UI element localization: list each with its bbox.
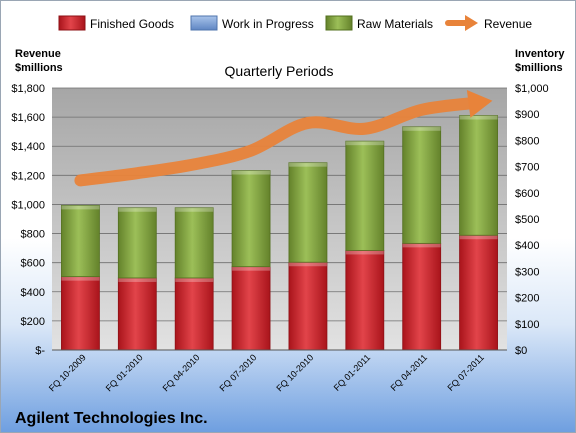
bar-raw-materials-cap — [459, 115, 498, 120]
left-tick-label: $1,600 — [11, 112, 45, 124]
right-axis-title-line2: $millions — [515, 62, 563, 74]
legend-label-work-in-progress: Work in Progress — [222, 17, 314, 31]
bar-finished-goods-cap — [288, 262, 327, 267]
right-tick-label: $300 — [515, 266, 539, 278]
legend-swatch-revenue — [445, 15, 478, 31]
left-tick-label: $800 — [21, 229, 45, 241]
bar-finished-goods — [402, 242, 442, 351]
x-tick-label: FQ 10-2009 — [47, 352, 88, 393]
left-tick-label: $400 — [21, 287, 45, 299]
right-tick-label: $400 — [515, 240, 539, 252]
bar-raw-materials — [117, 207, 157, 279]
bar-finished-goods-cap — [118, 277, 157, 282]
right-tick-label: $200 — [515, 293, 539, 305]
bar-finished-goods — [117, 277, 157, 351]
legend-label-raw-materials: Raw Materials — [357, 17, 433, 31]
bar-raw-materials — [231, 170, 271, 268]
right-tick-label: $600 — [515, 188, 539, 200]
bar-finished-goods — [174, 277, 214, 351]
x-axis-ticks: FQ 10-2009 FQ 01-2010 FQ 04-2010 FQ 07-2010… — [47, 352, 486, 393]
x-tick-label: FQ 04-2010 — [161, 352, 202, 393]
left-tick-label: $1,000 — [11, 199, 45, 211]
right-tick-label: $100 — [515, 319, 539, 331]
bar-raw-materials — [61, 204, 100, 278]
legend: Finished Goods Work in Progress Raw Mate… — [58, 15, 532, 31]
right-tick-label: $0 — [515, 345, 527, 357]
x-tick-label: FQ 07-2010 — [217, 352, 258, 393]
bar-finished-goods — [345, 250, 385, 351]
left-axis-title-line1: Revenue — [15, 48, 61, 60]
legend-swatch-work-in-progress — [190, 15, 218, 31]
x-tick-label: FQ 01-2010 — [104, 352, 145, 393]
right-tick-label: $700 — [515, 162, 539, 174]
x-tick-label: FQ 01-2011 — [332, 352, 373, 393]
bar-finished-goods — [61, 276, 100, 351]
bar-raw-materials — [288, 162, 328, 263]
bar-finished-goods-cap — [61, 276, 100, 281]
x-tick-label: FQ 10-2010 — [274, 352, 315, 393]
left-tick-label: $1,200 — [11, 170, 45, 182]
plot-title: Quarterly Periods — [225, 63, 334, 79]
right-tick-label: $900 — [515, 109, 539, 121]
bar-finished-goods-cap — [175, 277, 214, 282]
legend-swatch-raw-materials — [325, 15, 353, 31]
bar-raw-materials-cap — [118, 207, 157, 212]
company-name: Agilent Technologies Inc. — [15, 410, 208, 427]
revenue-line-path — [74, 96, 485, 187]
right-tick-label: $500 — [515, 214, 539, 226]
revenue-arrowhead — [466, 89, 493, 118]
bar-raw-materials-cap — [345, 141, 384, 146]
bar-finished-goods-cap — [402, 243, 441, 248]
left-tick-label: $- — [35, 345, 45, 357]
x-tick-label: FQ 07-2011 — [445, 352, 486, 393]
left-tick-label: $1,800 — [11, 83, 45, 95]
revenue-line — [74, 89, 493, 187]
left-axis-title-line2: $millions — [15, 62, 63, 74]
right-axis-ticks: $0 $100 $200 $300 $400 $500 $600 $700 $800 $900 $1… — [515, 83, 549, 357]
left-tick-label: $1,400 — [11, 141, 45, 153]
bar-raw-materials-cap — [288, 162, 327, 167]
bar-raw-materials — [174, 207, 214, 279]
legend-swatch-finished-goods — [58, 15, 86, 31]
legend-label-finished-goods: Finished Goods — [90, 17, 174, 31]
bar-finished-goods — [288, 261, 328, 351]
legend-label-revenue: Revenue — [484, 17, 532, 31]
left-tick-label: $600 — [21, 258, 45, 270]
bar-raw-materials — [402, 126, 442, 244]
bar-raw-materials-cap — [175, 207, 214, 212]
right-tick-label: $1,000 — [515, 83, 549, 95]
bar-finished-goods — [231, 266, 271, 351]
bar-finished-goods-cap — [459, 235, 498, 240]
bar-raw-materials-cap — [61, 205, 100, 210]
bar-raw-materials-cap — [402, 126, 441, 131]
bar-raw-materials — [345, 140, 385, 251]
right-tick-label: $800 — [515, 135, 539, 147]
left-tick-label: $200 — [21, 316, 45, 328]
bar-finished-goods — [459, 234, 498, 351]
left-axis-ticks: $- $200 $400 $600 $800 $1,000 $1,200 $1,400 $1,6… — [11, 83, 45, 357]
bar-finished-goods-cap — [345, 250, 384, 255]
right-axis-title-line1: Inventory — [515, 48, 565, 60]
bar-finished-goods-cap — [232, 266, 271, 271]
bars — [61, 115, 498, 351]
bar-raw-materials-cap — [232, 170, 271, 175]
x-tick-label: FQ 04-2011 — [389, 352, 430, 393]
bar-raw-materials — [459, 115, 498, 236]
